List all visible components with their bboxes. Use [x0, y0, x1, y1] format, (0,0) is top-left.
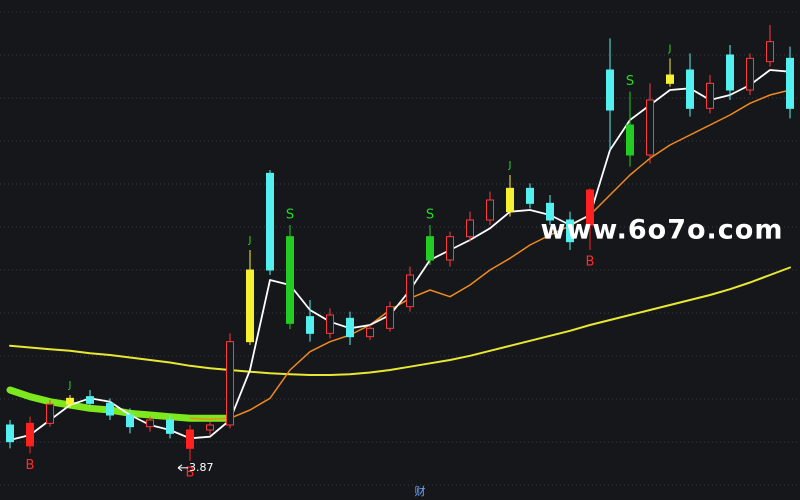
- lines: [6, 69, 791, 441]
- watermark: www.6o7o.com: [541, 215, 784, 246]
- candle-body: [286, 236, 294, 324]
- signal-label: J: [248, 235, 252, 246]
- candle-body: [406, 274, 414, 308]
- signal-label: B: [586, 255, 595, 270]
- low-marker-label: 3.87: [189, 461, 214, 474]
- candle-body: [746, 57, 754, 91]
- candle-body: [706, 82, 714, 109]
- candle-body: [206, 424, 214, 431]
- candle-body: [146, 419, 154, 428]
- candle-body: [586, 189, 594, 226]
- candle-body: [526, 187, 534, 204]
- candle-body: [306, 316, 314, 334]
- candle-body: [566, 219, 574, 243]
- candle-body: [266, 172, 274, 271]
- signal-label: J: [508, 160, 512, 171]
- candle-body: [726, 54, 734, 91]
- candle-body: [386, 306, 394, 329]
- candle-body: [166, 419, 174, 434]
- low-marker-arrowhead: [177, 464, 183, 472]
- moving-average-line: [9, 69, 791, 441]
- signal-label: S: [426, 208, 434, 223]
- candle-body: [226, 341, 234, 426]
- candle-body: [646, 99, 654, 156]
- signal-label: J: [68, 380, 72, 391]
- candle-body: [786, 57, 794, 109]
- candle-body: [26, 422, 34, 447]
- candle-body: [326, 314, 334, 334]
- signal-label: J: [668, 43, 672, 54]
- candle-body: [766, 41, 774, 63]
- signal-label: S: [626, 74, 634, 89]
- candle-body: [366, 327, 374, 338]
- signal-label: S: [286, 208, 294, 223]
- candle-body: [426, 236, 434, 261]
- candles: [6, 25, 794, 461]
- moving-average-line: [189, 89, 791, 420]
- candle-body: [66, 397, 74, 405]
- signal-label: B: [186, 465, 195, 480]
- labels: B J B J S S J B S J 3.87: [26, 43, 672, 480]
- candle-body: [46, 403, 54, 424]
- candle-body: [446, 236, 454, 261]
- candle-body: [6, 424, 14, 443]
- signal-label: B: [26, 458, 35, 473]
- candle-body: [506, 187, 514, 213]
- candle-body: [346, 317, 354, 338]
- candle-body: [246, 269, 254, 343]
- candle-body: [626, 124, 634, 156]
- candle-body: [466, 219, 474, 238]
- moving-average-line: [9, 266, 791, 376]
- grid: [0, 11, 800, 486]
- footer-label: 财: [415, 484, 426, 498]
- candle-body: [86, 396, 94, 404]
- candle-body: [606, 69, 614, 111]
- candle-body: [546, 202, 554, 221]
- candle-body: [106, 402, 114, 416]
- candle-body: [666, 74, 674, 84]
- candle-body: [486, 199, 494, 221]
- candle-body: [686, 69, 694, 109]
- candle-body: [126, 414, 134, 428]
- candle-body: [186, 429, 194, 449]
